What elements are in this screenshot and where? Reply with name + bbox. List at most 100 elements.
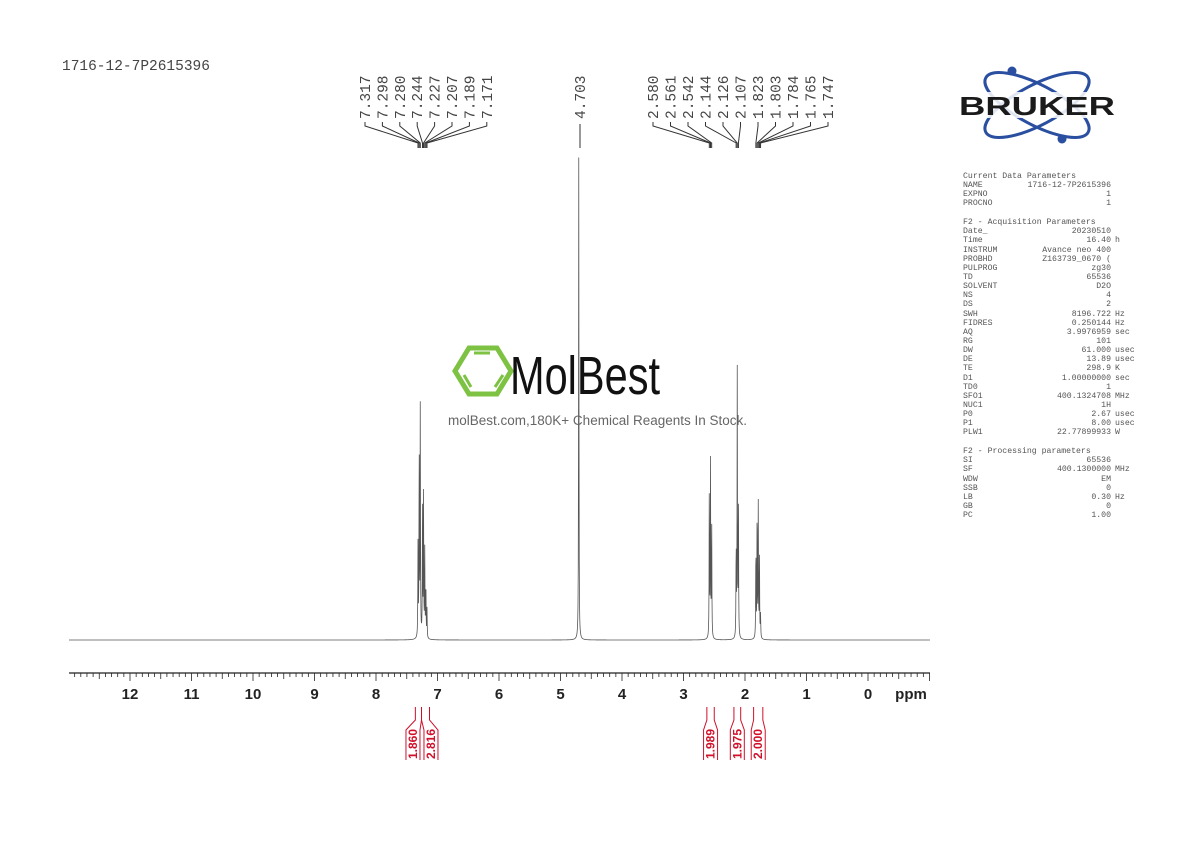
parameter-value: 0.250144 [1071,318,1111,328]
parameter-row: PROCNO 1 [963,199,1135,208]
peak-label: 7.227 [429,75,445,119]
parameter-row: Date_ 20230510 [963,227,1135,236]
integral-value: 1.989 [704,729,718,759]
parameter-value: 2 [1106,300,1111,310]
parameter-unit [1111,273,1115,282]
parameter-value: 2.67 [1091,410,1111,420]
parameter-value: 1 [1106,190,1111,200]
peak-label: 1.823 [752,75,768,119]
parameter-name: PULPROG [963,263,998,273]
svg-text:BRUKER: BRUKER [959,91,1115,121]
parameter-value: 65536 [1086,456,1111,466]
parameter-unit: sec [1115,327,1130,337]
parameter-name: PLW1 [963,428,983,438]
peak-leader-line [757,122,794,148]
parameter-value: 1 [1106,199,1111,209]
spectrum-line [69,157,930,641]
parameter-unit [1111,383,1115,392]
parameter-value: 0.30 [1091,492,1111,502]
parameter-value: 4 [1106,291,1111,301]
parameter-unit [1111,401,1115,410]
parameter-unit: W [1115,428,1120,438]
parameter-row: PC 1.00 [963,511,1135,520]
parameter-value: 1716-12-7P2615396 [1027,181,1111,191]
parameter-section-heading: F2 - Acquisition Parameters [963,218,1096,228]
peak-leader-line [424,122,453,148]
parameter-unit [1111,246,1115,255]
parameter-name: Date_ [963,227,988,237]
peak-label: 2.144 [700,75,716,119]
integral-bracket [703,707,719,760]
parameter-name: P1 [963,419,973,429]
parameter-unit [1111,337,1115,346]
parameter-unit [1111,456,1115,465]
parameter-unit [1111,190,1115,199]
peak-label: 1.765 [805,75,821,119]
parameter-name: D1 [963,373,973,383]
parameter-unit [1111,484,1115,493]
parameter-name: RG [963,336,973,346]
parameter-name: SOLVENT [963,282,998,292]
peak-leader-line [426,122,488,148]
watermark-tagline: molBest.com,180K+ Chemical Reagents In S… [448,413,748,428]
parameter-unit [1111,264,1115,273]
benzene-icon [452,345,514,397]
parameter-name: TD0 [963,382,978,392]
parameter-row: P0 2.67 usec [963,410,1135,419]
parameter-row: NAME 1716-12-7P2615396 [963,181,1135,190]
acquisition-parameters-panel: Current Data Parameters NAME 1716-12-7P261… [963,172,1135,520]
parameter-name: LB [963,492,973,502]
svg-text:MolBest: MolBest [510,346,660,400]
parameter-row: LB 0.30 Hz [963,493,1135,502]
parameter-unit [1111,475,1115,484]
peak-leader-line [423,122,436,148]
parameter-value: 0 [1106,501,1111,511]
parameter-value: 400.1324708 [1056,391,1111,401]
parameter-row: NS 4 [963,291,1135,300]
parameter-name: TE [963,364,973,374]
peak-leader-line [756,122,776,148]
integral-bracket [729,707,745,760]
parameter-value: 65536 [1086,273,1111,282]
x-tick-label: 12 [122,686,139,703]
peak-label: 7.298 [376,75,392,119]
parameter-value: 1.00000000 [1061,373,1111,383]
parameter-unit: Hz [1115,492,1125,502]
parameter-name: NUC1 [963,400,983,410]
parameter-name: TD [963,273,973,282]
bruker-logo: BRUKER [955,62,1120,157]
parameter-unit: Hz [1115,309,1125,319]
peak-leader-line [416,122,423,148]
parameter-value: 20230510 [1071,227,1111,237]
peak-label: 2.580 [647,75,663,119]
integral-bracket [750,707,766,760]
peak-leader-line [737,122,741,148]
parameter-value: 22.77899933 [1056,428,1111,438]
parameter-row: GB 0 [963,502,1135,511]
parameter-name: SI [963,456,973,466]
x-tick-label: 1 [802,686,810,703]
peak-leader-line [755,122,759,148]
parameter-name: FIDRES [963,318,993,328]
parameter-name: PROBHD [963,254,993,264]
parameter-row: DS 2 [963,300,1135,309]
peak-label: 1.747 [822,75,838,119]
peak-leader-line [381,122,420,148]
peak-label: 1.784 [787,75,803,119]
parameter-row: TD 65536 [963,273,1135,282]
parameter-value: D2O [1096,282,1111,292]
spectrum-title: 1716-12-7P2615396 [62,59,210,75]
x-tick-label: 9 [310,686,318,703]
peak-label: 7.189 [463,75,479,119]
peak-label: 2.542 [682,75,698,119]
peak-label: 7.207 [446,75,462,119]
parameter-unit [1111,255,1115,264]
x-tick-label: 0 [864,686,872,703]
parameter-name: WDW [963,474,978,484]
parameter-unit: MHz [1115,391,1130,401]
peak-leader-line [687,122,713,148]
parameter-name: PC [963,511,973,521]
x-tick-label: 5 [556,686,564,703]
peak-label: 4.703 [574,75,590,119]
